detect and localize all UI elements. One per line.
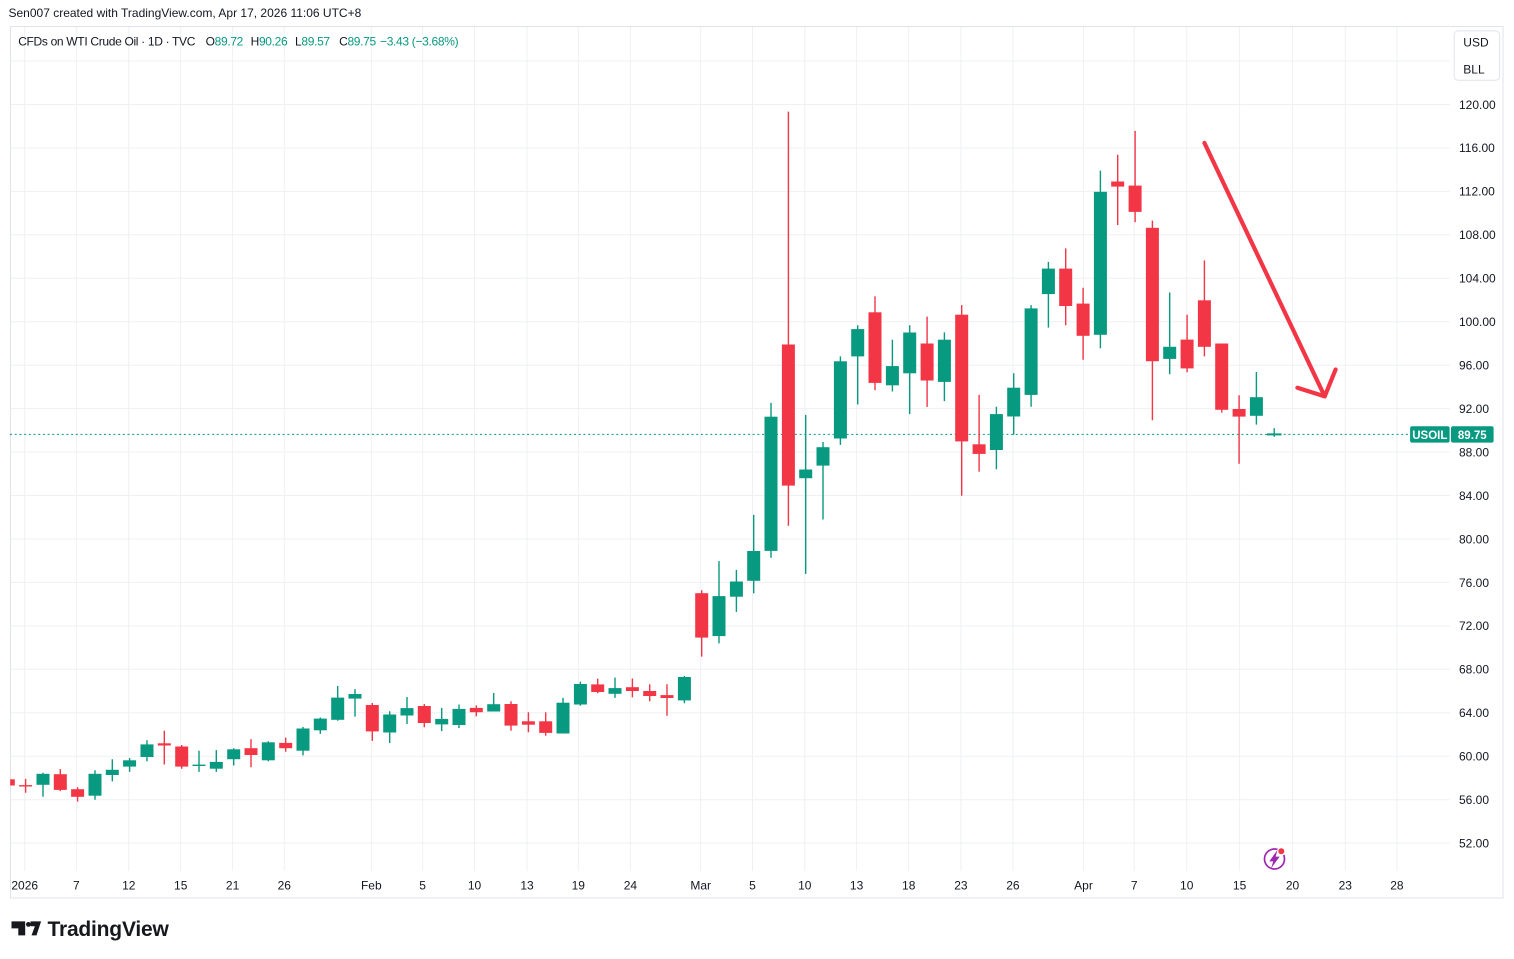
svg-text:88.00: 88.00 (1459, 445, 1489, 459)
svg-text:Feb: Feb (361, 878, 382, 892)
svg-text:5: 5 (419, 878, 426, 892)
svg-text:23: 23 (954, 878, 968, 892)
svg-text:15: 15 (1233, 878, 1247, 892)
svg-text:7: 7 (73, 878, 80, 892)
svg-text:60.00: 60.00 (1459, 750, 1489, 764)
svg-text:10: 10 (468, 878, 482, 892)
svg-text:Mar: Mar (690, 878, 711, 892)
svg-text:68.00: 68.00 (1459, 663, 1489, 677)
svg-text:24: 24 (624, 878, 638, 892)
svg-text:28: 28 (1390, 878, 1404, 892)
svg-text:5: 5 (749, 878, 756, 892)
svg-text:23: 23 (1339, 878, 1353, 892)
svg-text:20: 20 (1286, 878, 1300, 892)
svg-text:112.00: 112.00 (1459, 185, 1495, 199)
svg-text:100.00: 100.00 (1459, 315, 1496, 329)
svg-text:Sen007 created with TradingVie: Sen007 created with TradingView.com, Apr… (9, 6, 362, 20)
svg-text:21: 21 (226, 878, 240, 892)
svg-text:7: 7 (1131, 878, 1138, 892)
svg-text:CFDs on WTI Crude Oil · 1D · T: CFDs on WTI Crude Oil · 1D · TVC O89.72 H9… (18, 35, 458, 49)
svg-text:26: 26 (1006, 878, 1020, 892)
svg-text:52.00: 52.00 (1459, 837, 1489, 851)
svg-text:2026: 2026 (11, 878, 38, 892)
svg-text:18: 18 (902, 878, 916, 892)
svg-text:108.00: 108.00 (1459, 228, 1496, 242)
svg-text:10: 10 (798, 878, 812, 892)
svg-text:USOIL: USOIL (1412, 430, 1447, 442)
svg-text:64.00: 64.00 (1459, 706, 1489, 720)
svg-text:12: 12 (122, 878, 136, 892)
svg-text:56.00: 56.00 (1459, 793, 1489, 807)
svg-text:116.00: 116.00 (1459, 141, 1495, 155)
svg-text:96.00: 96.00 (1459, 359, 1489, 373)
svg-text:Apr: Apr (1074, 878, 1093, 892)
svg-text:104.00: 104.00 (1459, 272, 1496, 286)
svg-text:92.00: 92.00 (1459, 402, 1489, 416)
svg-text:13: 13 (520, 878, 534, 892)
svg-text:26: 26 (278, 878, 292, 892)
svg-text:TradingView: TradingView (48, 918, 170, 941)
svg-text:15: 15 (174, 878, 188, 892)
svg-text:80.00: 80.00 (1459, 532, 1489, 546)
svg-text:BLL: BLL (1463, 63, 1485, 77)
svg-text:USD: USD (1463, 36, 1489, 50)
svg-text:13: 13 (850, 878, 864, 892)
svg-text:84.00: 84.00 (1459, 489, 1489, 503)
svg-text:10: 10 (1180, 878, 1194, 892)
svg-text:76.00: 76.00 (1459, 576, 1489, 590)
svg-text:89.75: 89.75 (1458, 430, 1487, 442)
svg-text:72.00: 72.00 (1459, 619, 1489, 633)
svg-text:19: 19 (572, 878, 586, 892)
svg-text:120.00: 120.00 (1459, 98, 1496, 112)
